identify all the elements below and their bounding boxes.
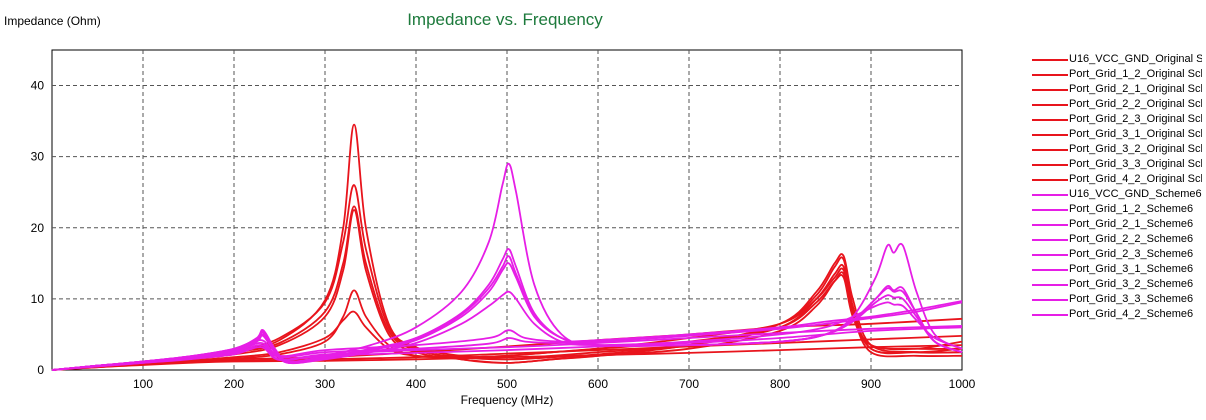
- tick-labels: 100 200 300 400 500 600 700 800 900 1000 0 10 20 30 40: [31, 79, 976, 391]
- legend-swatch: [1032, 134, 1068, 136]
- y-tick-label: 0: [37, 363, 44, 377]
- x-tick-label: 900: [861, 377, 881, 391]
- legend-label: Port_Grid_4_2_Scheme6: [1069, 308, 1194, 320]
- legend-label: Port_Grid_2_1_Original Sch: [1069, 83, 1202, 95]
- legend-swatch: [1032, 149, 1068, 151]
- legend-swatch: [1032, 254, 1068, 256]
- legend-label: Port_Grid_3_2_Scheme6: [1069, 278, 1194, 290]
- legend-label: Port_Grid_3_3_Scheme6: [1069, 293, 1194, 305]
- legend-label: Port_Grid_1_2_Original Sch: [1069, 68, 1202, 80]
- legend-swatch: [1032, 224, 1068, 226]
- legend-item: Port_Grid_3_1_Original Sch: [1032, 127, 1202, 142]
- legend-label: U16_VCC_GND_Scheme6: [1069, 188, 1202, 200]
- legend-item: U16_VCC_GND_Scheme6: [1032, 187, 1202, 202]
- legend-swatch: [1032, 269, 1068, 271]
- legend-item: Port_Grid_3_3_Original Sch: [1032, 157, 1202, 172]
- series-line-port-grid-2-2-scheme6: [51, 255, 963, 371]
- legend-item: Port_Grid_3_2_Scheme6: [1032, 277, 1202, 292]
- legend-item: Port_Grid_2_3_Original Sch: [1032, 112, 1202, 127]
- legend-swatch: [1032, 119, 1068, 121]
- series-line-port-grid-3-3-original-sch: [51, 344, 963, 371]
- legend-item: Port_Grid_1_2_Scheme6: [1032, 202, 1202, 217]
- series-line-port-grid-3-1-original-sch: [51, 274, 963, 371]
- legend-swatch: [1032, 179, 1068, 181]
- legend-swatch: [1032, 164, 1068, 166]
- legend-label: Port_Grid_3_3_Original Sch: [1069, 158, 1202, 170]
- legend-swatch: [1032, 314, 1068, 316]
- legend-label: Port_Grid_4_2_Original Sch: [1069, 173, 1202, 185]
- chart-title: Impedance vs. Frequency: [407, 10, 603, 29]
- x-tick-label: 200: [224, 377, 244, 391]
- legend-item: Port_Grid_2_2_Scheme6: [1032, 232, 1202, 247]
- y-tick-label: 20: [31, 221, 45, 235]
- legend-swatch: [1032, 284, 1068, 286]
- x-tick-label: 800: [770, 377, 790, 391]
- y-tick-label: 40: [31, 79, 45, 93]
- legend-item: Port_Grid_2_1_Original Sch: [1032, 82, 1202, 97]
- legend-swatch: [1032, 59, 1068, 61]
- legend-item: Port_Grid_2_1_Scheme6: [1032, 217, 1202, 232]
- legend-item: Port_Grid_3_3_Scheme6: [1032, 292, 1202, 307]
- legend-item: Port_Grid_4_2_Scheme6: [1032, 307, 1202, 322]
- legend-label: Port_Grid_2_3_Scheme6: [1069, 248, 1194, 260]
- legend-item: Port_Grid_1_2_Original Sch: [1032, 67, 1202, 82]
- x-axis-label: Frequency (MHz): [461, 393, 554, 407]
- legend-label: Port_Grid_1_2_Scheme6: [1069, 203, 1194, 215]
- x-tick-label: 500: [497, 377, 517, 391]
- x-tick-label: 400: [406, 377, 426, 391]
- x-tick-label: 600: [588, 377, 608, 391]
- y-tick-label: 10: [31, 292, 45, 306]
- series-line-port-grid-4-2-scheme6: [51, 326, 963, 371]
- legend-item: Port_Grid_3_1_Scheme6: [1032, 262, 1202, 277]
- legend-label: Port_Grid_2_1_Scheme6: [1069, 218, 1194, 230]
- legend-label: Port_Grid_3_2_Original Sch: [1069, 143, 1202, 155]
- legend-label: Port_Grid_2_2_Original Sch: [1069, 98, 1202, 110]
- x-tick-label: 1000: [949, 377, 976, 391]
- legend-swatch: [1032, 299, 1068, 301]
- legend-swatch: [1032, 74, 1068, 76]
- legend-item: U16_VCC_GND_Original Sc: [1032, 52, 1202, 67]
- y-tick-label: 30: [31, 150, 45, 164]
- legend-item: Port_Grid_4_2_Original Sch: [1032, 172, 1202, 187]
- legend-item: Port_Grid_2_2_Original Sch: [1032, 97, 1202, 112]
- legend-swatch: [1032, 239, 1068, 241]
- legend-swatch: [1032, 89, 1068, 91]
- series-lines: [51, 123, 963, 371]
- legend-label: U16_VCC_GND_Original Sc: [1069, 53, 1202, 65]
- legend-item: Port_Grid_2_3_Scheme6: [1032, 247, 1202, 262]
- legend-swatch: [1032, 194, 1068, 196]
- legend-label: Port_Grid_3_1_Original Sch: [1069, 128, 1202, 140]
- legend-swatch: [1032, 209, 1068, 211]
- legend-label: Port_Grid_3_1_Scheme6: [1069, 263, 1194, 275]
- legend-swatch: [1032, 104, 1068, 106]
- x-tick-label: 100: [133, 377, 153, 391]
- y-axis-label: Impedance (Ohm): [4, 14, 101, 28]
- legend-item: Port_Grid_3_2_Original Sch: [1032, 142, 1202, 157]
- x-tick-label: 300: [315, 377, 335, 391]
- x-tick-label: 700: [679, 377, 699, 391]
- legend-label: Port_Grid_2_3_Original Sch: [1069, 113, 1202, 125]
- legend-label: Port_Grid_2_2_Scheme6: [1069, 233, 1194, 245]
